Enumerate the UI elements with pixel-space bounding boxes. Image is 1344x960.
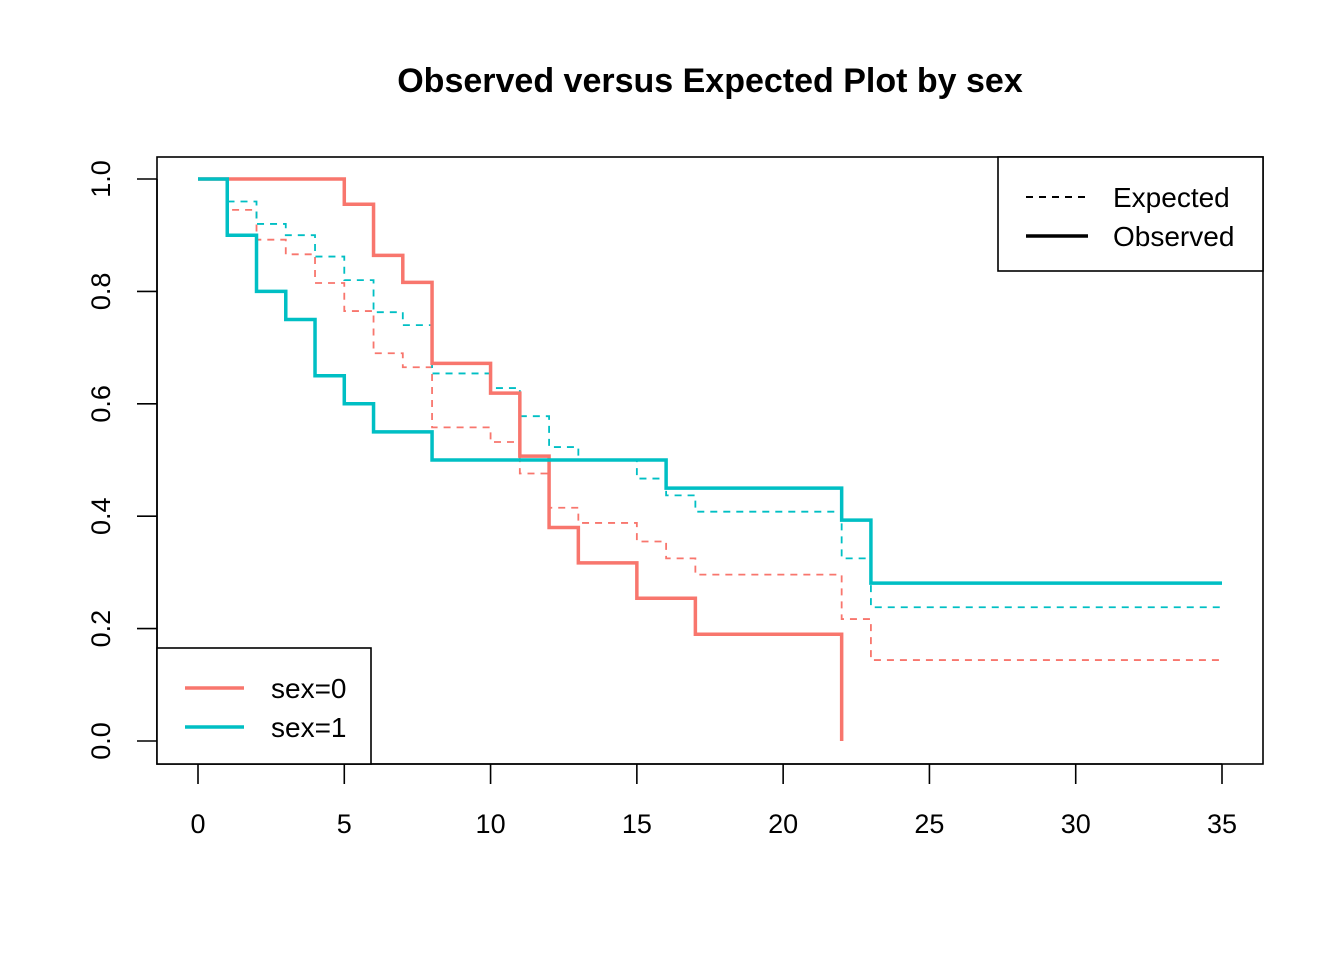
y-tick-label: 0.0 [86, 722, 116, 760]
y-tick-label: 0.8 [86, 273, 116, 311]
x-tick-label: 15 [622, 809, 652, 839]
series-sex0-observed-line [198, 177, 844, 741]
legend-observed-label: Observed [1113, 221, 1234, 252]
legend-groups-box [156, 647, 372, 765]
chart-title: Observed versus Expected Plot by sex [397, 62, 1023, 100]
x-tick-label: 25 [914, 809, 944, 839]
x-axis: 0 5 10 15 20 25 30 35 [190, 763, 1237, 839]
legend-groups: sex=0 sex=1 [156, 647, 372, 765]
legend-expected-label: Expected [1113, 182, 1230, 213]
legend-linetype-box [997, 156, 1264, 272]
x-tick-label: 20 [768, 809, 798, 839]
y-axis: 0.0 0.2 0.4 0.6 0.8 1.0 [86, 160, 158, 760]
legend-sex1-label: sex=1 [271, 712, 347, 743]
x-tick-label: 35 [1207, 809, 1237, 839]
y-tick-label: 0.4 [86, 497, 116, 535]
x-tick-label: 10 [476, 809, 506, 839]
x-tick-label: 5 [337, 809, 352, 839]
x-tick-label: 30 [1061, 809, 1091, 839]
legend-linetype: Expected Observed [997, 156, 1264, 272]
y-tick-label: 0.6 [86, 385, 116, 423]
series-sex1-observed-line [198, 177, 1222, 585]
x-tick-label: 0 [190, 809, 205, 839]
y-tick-label: 1.0 [86, 160, 116, 198]
series-sex0-expected-line [198, 178, 1222, 661]
legend-sex0-label: sex=0 [271, 673, 347, 704]
y-tick-label: 0.2 [86, 610, 116, 648]
series-layer [198, 177, 1222, 741]
